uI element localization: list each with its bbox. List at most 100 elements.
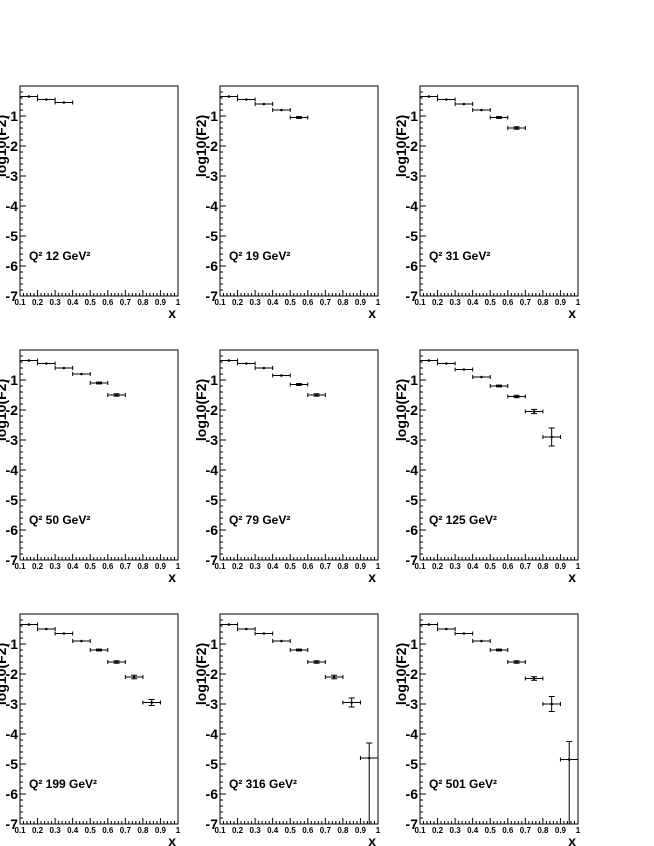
plot-frame [419, 85, 579, 297]
x-tick-label: 0.1 [214, 562, 226, 571]
data-marker [227, 623, 231, 626]
x-tick-label: 0.7 [520, 298, 532, 307]
y-tick-label: -6 [6, 786, 19, 802]
data-point [489, 648, 509, 652]
data-marker [245, 627, 248, 631]
x-tick-label: 0.9 [155, 826, 167, 835]
data-marker [480, 639, 483, 643]
x-tick-label: 0.8 [537, 826, 549, 835]
data-marker [115, 660, 118, 664]
data-marker [350, 701, 353, 704]
y-tick-label: -6 [6, 258, 19, 274]
data-marker [262, 632, 266, 635]
data-point [307, 660, 326, 664]
x-tick-label: 0.8 [337, 826, 349, 835]
x-tick-label: 0.4 [467, 298, 479, 307]
data-marker [515, 395, 518, 398]
data-point [507, 126, 526, 130]
data-marker [532, 677, 536, 680]
y-tick-label: -5 [406, 492, 419, 508]
data-marker [462, 102, 466, 106]
x-tick-label: 0.3 [50, 298, 62, 307]
y-tick-label: -1 [6, 108, 19, 124]
x-tick-label: 0.8 [337, 298, 349, 307]
y-axis-label: log10(F2) [0, 379, 9, 441]
data-point [237, 361, 256, 366]
x-tick-label: 0.7 [520, 562, 532, 571]
chart-panel: 0.1 0.2 0.3 0.4 0.5 0.6 0.7 0.8 0.9 1x -1 -2 -3 -4 -5 -… [193, 613, 381, 846]
y-tick-label: -1 [406, 108, 419, 124]
x-tick-label: 0.7 [320, 562, 332, 571]
y-tick-label: -7 [6, 552, 19, 568]
y-tick-label: -4 [206, 462, 219, 478]
x-tick-label: 0.1 [414, 298, 426, 307]
data-marker [445, 362, 448, 365]
x-axis-label: x [368, 833, 376, 846]
data-marker [150, 701, 153, 704]
data-marker [480, 375, 483, 379]
x-tick-label: 0.2 [432, 562, 444, 571]
x-tick-label: 0.2 [32, 562, 44, 571]
data-marker [497, 384, 501, 388]
x-tick-label: 0.1 [414, 826, 426, 835]
data-marker [515, 126, 518, 130]
chart-panel: 0.1 0.2 0.3 0.4 0.5 0.6 0.7 0.8 0.9 1x -1 -2 -3 -4 -5 -… [0, 85, 181, 321]
y-tick-label: -1 [6, 636, 19, 652]
y-tick-label: -7 [206, 288, 219, 304]
x-tick-label: 0.9 [555, 298, 567, 307]
x-tick-label: 0.7 [120, 562, 132, 571]
data-marker [427, 95, 431, 98]
x-tick-label: 0.6 [502, 826, 514, 835]
y-tick-label: -4 [406, 198, 419, 214]
y-tick-label: -6 [206, 786, 219, 802]
x-tick-label: 1 [176, 826, 181, 835]
x-tick-label: 0.2 [432, 298, 444, 307]
x-tick-label: 0.6 [102, 826, 114, 835]
x-axis-label: x [568, 569, 576, 585]
panel-label: Q² 501 GeV² [429, 777, 497, 791]
x-tick-label: 0.4 [267, 298, 279, 307]
data-point [54, 100, 74, 105]
data-point [342, 697, 361, 708]
data-point [72, 372, 91, 376]
data-point [254, 366, 274, 370]
panel-label: Q² 31 GeV² [429, 249, 490, 263]
data-marker [132, 675, 136, 679]
data-point [289, 648, 309, 652]
x-tick-label: 0.3 [50, 826, 62, 835]
y-tick-label: -1 [406, 372, 419, 388]
data-point [54, 366, 74, 370]
data-point [524, 676, 544, 681]
y-tick-label: -6 [406, 786, 419, 802]
y-tick-label: -6 [6, 522, 19, 538]
y-tick-label: -3 [406, 432, 419, 448]
x-tick-label: 0.3 [450, 298, 462, 307]
y-tick-label: -2 [406, 666, 419, 682]
data-point [472, 639, 491, 643]
x-tick-label: 0.5 [85, 562, 97, 571]
y-tick-label: -5 [206, 492, 219, 508]
x-tick-label: 0.5 [85, 298, 97, 307]
x-tick-label: 0.5 [285, 562, 297, 571]
data-point [472, 108, 491, 112]
x-tick-label: 0.2 [32, 826, 44, 835]
data-point [307, 393, 326, 397]
data-marker [280, 108, 283, 112]
panel-label: Q² 79 GeV² [229, 513, 290, 527]
data-marker [245, 362, 248, 365]
data-point [37, 361, 56, 366]
data-marker [245, 98, 248, 101]
data-marker [45, 98, 48, 101]
x-tick-label: 0.6 [102, 298, 114, 307]
x-tick-label: 0.3 [250, 298, 262, 307]
y-tick-label: -7 [6, 816, 19, 832]
data-point [107, 660, 126, 664]
x-tick-label: 0.2 [232, 562, 244, 571]
data-point [142, 699, 161, 706]
x-tick-label: 0.9 [355, 298, 367, 307]
data-marker [497, 116, 501, 119]
data-point [54, 631, 74, 636]
plot-frame [219, 85, 379, 297]
data-marker [27, 95, 31, 98]
x-axis-label: x [368, 305, 376, 321]
